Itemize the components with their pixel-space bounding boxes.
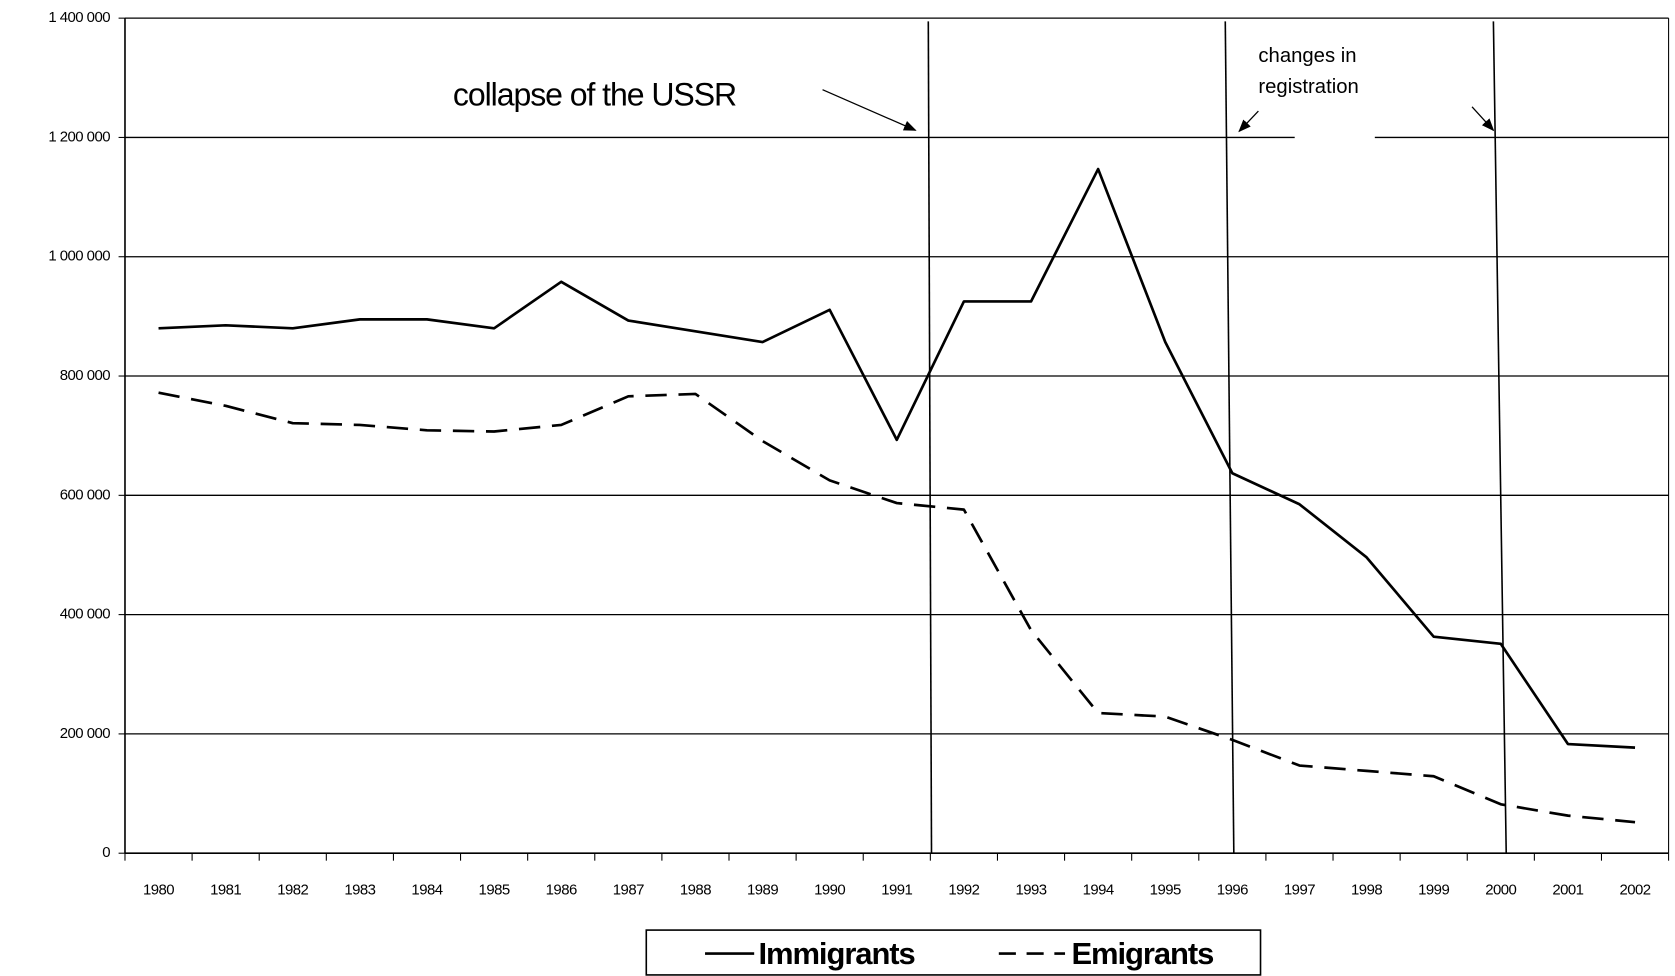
- x-tick-label: 1996: [1217, 882, 1248, 899]
- x-tick-label: 1988: [680, 882, 711, 899]
- x-tick-label: 2000: [1485, 882, 1516, 899]
- event-line: [927, 21, 933, 854]
- annotation: collapse of the USSR: [453, 77, 736, 113]
- x-tick-label: 1993: [1015, 882, 1046, 899]
- x-tick-label: 1991: [881, 882, 912, 899]
- x-tick-label: 1989: [747, 882, 778, 899]
- event-line: [1492, 21, 1508, 854]
- grid-gap: [1294, 132, 1375, 141]
- x-tick-label: 1986: [546, 882, 577, 899]
- arrow: [822, 89, 917, 131]
- x-tick-label: 1987: [613, 882, 644, 899]
- y-tick-label: 1 400 000: [48, 9, 110, 26]
- legend-label: Emigrants: [1071, 936, 1213, 971]
- x-tick-label: 2001: [1552, 882, 1583, 899]
- series: [158, 167, 1636, 824]
- legend-label: Immigrants: [758, 936, 914, 971]
- x-tick-label: 1990: [814, 882, 845, 899]
- annotation: changes in registration: [1258, 44, 1359, 99]
- arrow: [1238, 110, 1259, 133]
- y-tick-label: 1 000 000: [48, 248, 110, 265]
- event-line: [1224, 21, 1235, 854]
- x-tick-label: 1994: [1083, 882, 1114, 899]
- x-tick-label: 1995: [1150, 882, 1181, 899]
- series-line: [158, 167, 1636, 749]
- y-tick-label: 400 000: [60, 606, 110, 623]
- y-tick-label: 0: [102, 844, 110, 861]
- x-tick-label: 1981: [210, 882, 241, 899]
- arrow: [1471, 106, 1495, 132]
- x-tick-label: 1998: [1351, 882, 1382, 899]
- x-tick-label: 1984: [411, 882, 442, 899]
- annotation-box: changes in registration: [1258, 44, 1359, 99]
- y-tick-label: 600 000: [60, 486, 110, 503]
- y-tick-label: 800 000: [60, 367, 110, 384]
- x-tick-label: 1985: [479, 882, 510, 899]
- x-tick-label: 1997: [1284, 882, 1315, 899]
- legend-items: Immigrants Emigrants: [705, 936, 1214, 971]
- grid: [124, 17, 1669, 735]
- y-tick-label: 200 000: [60, 725, 110, 742]
- x-tick-label: 1982: [277, 882, 308, 899]
- x-tick-label: 2002: [1619, 882, 1650, 899]
- x-tick-label: 1999: [1418, 882, 1449, 899]
- y-tick-label: 1 200 000: [48, 128, 110, 145]
- series-line: [158, 391, 1636, 824]
- x-tick-label: 1980: [143, 882, 174, 899]
- x-tick-label: 1992: [948, 882, 979, 899]
- x-tick-label: 1983: [344, 882, 375, 899]
